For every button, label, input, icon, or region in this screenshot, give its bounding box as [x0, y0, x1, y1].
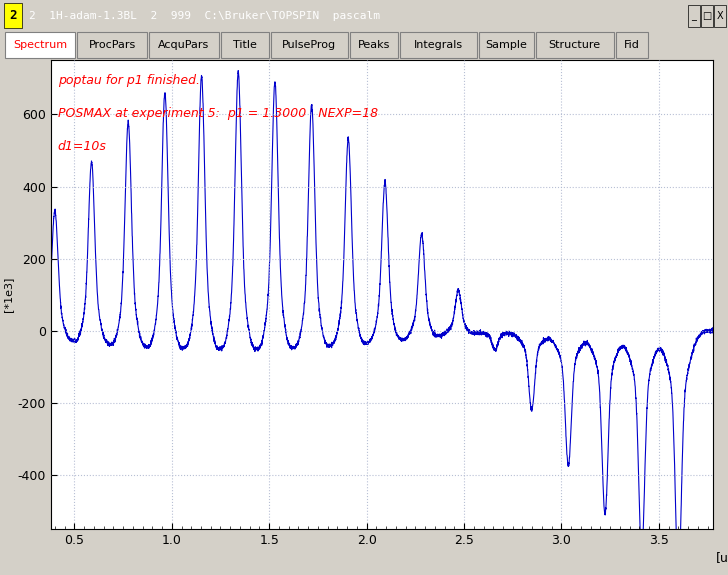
Text: [*1e3]: [*1e3]: [3, 277, 13, 312]
Text: □: □: [703, 11, 711, 21]
FancyBboxPatch shape: [271, 32, 348, 59]
Text: Peaks: Peaks: [357, 40, 390, 51]
Text: 2: 2: [9, 9, 17, 22]
Text: ProcPars: ProcPars: [88, 40, 135, 51]
Text: Sample: Sample: [486, 40, 528, 51]
FancyBboxPatch shape: [615, 32, 648, 59]
Text: _: _: [692, 11, 696, 21]
Text: Fid: Fid: [624, 40, 640, 51]
Text: Spectrum: Spectrum: [13, 40, 67, 51]
Text: Title: Title: [233, 40, 257, 51]
FancyBboxPatch shape: [536, 32, 614, 59]
Text: Integrals: Integrals: [414, 40, 463, 51]
Text: [usec]: [usec]: [716, 551, 728, 564]
FancyBboxPatch shape: [400, 32, 477, 59]
Text: AcquPars: AcquPars: [159, 40, 210, 51]
FancyBboxPatch shape: [350, 32, 397, 59]
FancyBboxPatch shape: [479, 32, 534, 59]
Text: poptau for p1 finished.: poptau for p1 finished.: [58, 74, 199, 87]
Text: PulseProg: PulseProg: [282, 40, 336, 51]
FancyBboxPatch shape: [714, 5, 726, 27]
FancyBboxPatch shape: [77, 32, 147, 59]
Text: POSMAX at experiment 5:  p1 = 1.3000   NEXP=18: POSMAX at experiment 5: p1 = 1.3000 NEXP…: [58, 107, 378, 120]
Text: d1=10s: d1=10s: [58, 140, 106, 153]
Text: 2  1H-adam-1.3BL  2  999  C:\Bruker\TOPSPIN  pascalm: 2 1H-adam-1.3BL 2 999 C:\Bruker\TOPSPIN …: [29, 11, 380, 21]
Text: Structure: Structure: [549, 40, 601, 51]
FancyBboxPatch shape: [149, 32, 219, 59]
FancyBboxPatch shape: [688, 5, 700, 27]
FancyBboxPatch shape: [221, 32, 269, 59]
FancyBboxPatch shape: [5, 32, 75, 59]
Text: X: X: [716, 11, 724, 21]
FancyBboxPatch shape: [4, 3, 22, 28]
FancyBboxPatch shape: [701, 5, 713, 27]
